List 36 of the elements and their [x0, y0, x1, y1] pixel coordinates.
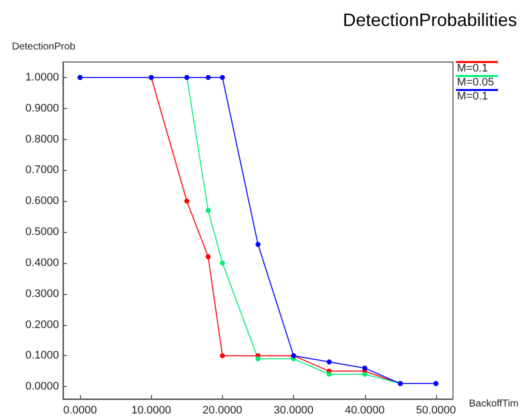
point	[326, 359, 332, 364]
point	[206, 74, 211, 80]
x-tick-label: 10.0000	[131, 404, 172, 416]
point	[326, 372, 332, 377]
point	[256, 356, 260, 362]
x-tick-label: 20.0000	[202, 404, 242, 416]
y-tick-label: 0.2000	[25, 318, 59, 331]
point	[184, 198, 190, 204]
x-tick-label: 0.0000	[63, 404, 97, 416]
x-axis-title: BackoffTim	[469, 398, 518, 410]
point	[220, 353, 225, 358]
y-tick-label: 0.9000	[25, 102, 59, 114]
x-tick-label: 50.0000	[416, 404, 456, 416]
y-tick-label: 0.5000	[25, 226, 59, 238]
point	[220, 74, 225, 80]
point	[362, 366, 368, 371]
x-tick-label: 40.0000	[344, 404, 385, 416]
point	[256, 242, 260, 247]
y-tick-label: 0.7000	[25, 164, 59, 176]
y-tick-label: 0.0000	[25, 380, 59, 393]
y-axis-title: DetectionProb	[12, 42, 76, 52]
legend-label: M=0.1	[457, 62, 488, 74]
y-tick-label: 0.6000	[25, 195, 59, 208]
point	[206, 254, 211, 260]
y-tick-label: 0.4000	[25, 256, 59, 269]
legend-label: M=0.1	[457, 90, 488, 102]
y-tick-label: 0.1000	[25, 350, 59, 362]
x-tick-label: 30.0000	[274, 404, 314, 416]
y-tick-label: 0.8000	[25, 133, 59, 146]
point	[220, 260, 225, 266]
point	[362, 372, 368, 377]
y-tick-label: 0.3000	[25, 288, 59, 300]
point	[206, 208, 211, 213]
y-tick-label: 1.0000	[25, 71, 59, 84]
legend-label: M=0.05	[457, 76, 494, 88]
chart-title: DetectionProbabilities	[342, 10, 517, 30]
